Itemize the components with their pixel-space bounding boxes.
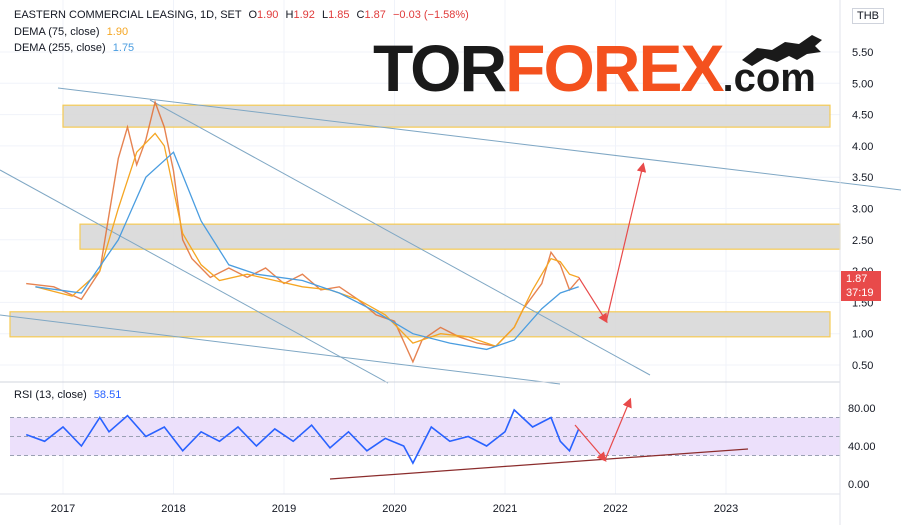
projection-arrow [605,162,647,322]
rsi-band [10,417,840,456]
dema255-label: DEMA (255, close) [14,42,106,54]
symbol-title: EASTERN COMMERCIAL LEASING, 1D, SET [14,9,242,21]
time-tick-label: 2018 [161,503,185,515]
price-tick-label: 4.00 [852,141,873,153]
rsi-support-line [329,448,749,480]
dema75-value: 1.90 [106,26,129,38]
rsi-tick-label: 0.00 [848,479,869,491]
projection [574,162,647,462]
sr-zone [9,311,831,338]
high-label: H [285,9,294,21]
trend-lines [0,87,901,480]
sr-zone [62,104,831,128]
rsi-line [25,408,580,465]
price-tick-label: 0.50 [852,360,873,372]
current-price-value: 1.87 [846,273,868,285]
series [25,99,580,465]
time-tick-label: 2023 [714,503,738,515]
low-value: 1.85 [328,9,350,21]
torforex-logo: TORFOREX.com [373,30,816,105]
rsi-tick-label: 40.00 [848,441,876,453]
trend-line [149,99,651,376]
close-value: 1.87 [364,9,386,21]
price-tick-label: 5.00 [852,78,873,90]
dema75-legend[interactable]: DEMA (75, close) 1.90 [14,26,128,38]
rsi-legend[interactable]: RSI (13, close) 58.51 [14,389,121,401]
high-value: 1.92 [293,9,315,21]
trend-line [57,87,901,191]
rsi-value: 58.51 [93,389,122,401]
rsi-tick-label: 80.00 [848,403,876,415]
change-value: −0.03 (−1.58%) [392,9,469,21]
logo-tor: TOR [373,31,507,105]
price-tick-label: 3.50 [852,172,873,184]
price-tick-label: 4.50 [852,110,873,122]
price-tick-label: 5.50 [852,47,873,59]
time-tick-label: 2019 [272,503,296,515]
price-tick-label: 3.00 [852,204,873,216]
rsi-label: RSI (13, close) [14,389,87,401]
sr-zone [79,223,841,250]
dema75-line [35,132,579,347]
open-label: O [248,9,258,21]
trend-line [0,314,561,385]
time-tick-label: 2017 [51,503,75,515]
current-price-label: 1.87 37:19 [841,271,881,301]
projection-arrow [578,277,608,324]
time-tick-label: 2020 [382,503,406,515]
open-value: 1.90 [257,9,279,21]
time-tick-label: 2021 [493,503,517,515]
rsi-projection-arrow [604,397,632,461]
price-tick-label: 1.00 [852,329,873,341]
bar-countdown: 37:19 [846,287,874,299]
time-tick-label: 2022 [603,503,627,515]
logo-dotcom: .com [722,56,816,100]
currency-unit[interactable]: THB [852,8,884,24]
symbol-header: EASTERN COMMERCIAL LEASING, 1D, SET O1.9… [14,9,469,21]
trend-line [0,169,389,384]
rsi-axis[interactable]: 80.00 40.00 0.00 [848,403,876,491]
close-label: C [356,9,365,21]
logo-forex: FOREX [505,31,724,105]
rsi-projection-arrow [574,424,607,462]
low-label: L [321,9,329,21]
price-tick-label: 2.50 [852,235,873,247]
time-axis[interactable]: 2017 2018 2019 2020 2021 2022 2023 [51,503,738,515]
dema255-line [35,151,579,351]
dema255-value: 1.75 [112,42,135,54]
bull-icon [742,35,822,66]
dema255-legend[interactable]: DEMA (255, close) 1.75 [14,42,134,54]
price-axis[interactable]: 5.505.004.504.003.503.002.502.001.501.00… [852,47,873,372]
dema75-label: DEMA (75, close) [14,26,100,38]
